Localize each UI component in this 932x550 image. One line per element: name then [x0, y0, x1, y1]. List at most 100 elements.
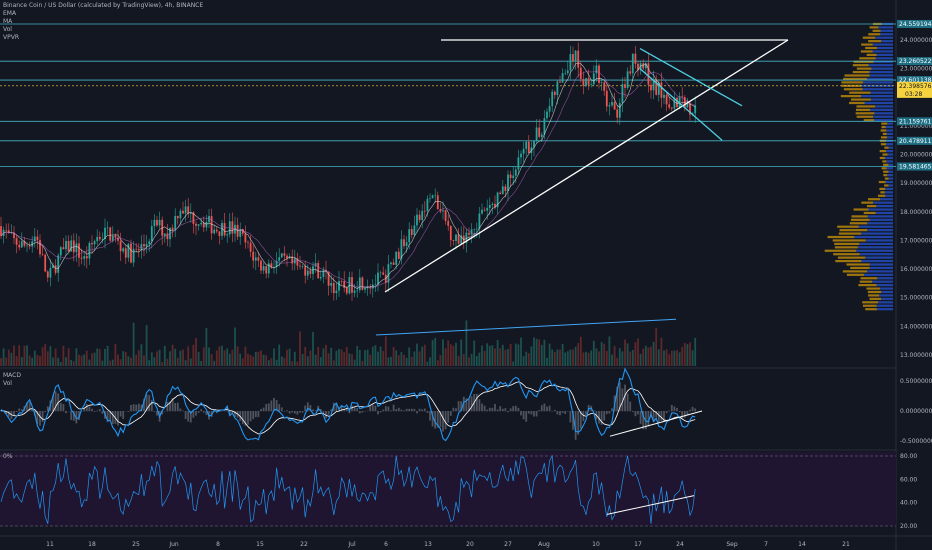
candle-body — [468, 232, 470, 235]
volume-bar — [228, 353, 231, 366]
macd-sub-label[interactable]: Vol — [3, 380, 12, 387]
volume-bar — [444, 348, 447, 366]
volume-bar — [5, 357, 8, 366]
time-tick-label: 20 — [466, 541, 474, 548]
indicator-ema[interactable]: EMA — [3, 10, 17, 17]
macd-histogram-bar — [247, 411, 249, 425]
price-axis[interactable]: 24.0000000 23.0000000 21.0000000 20.0000000… — [897, 19, 932, 530]
macd-histogram-bar — [486, 409, 489, 412]
vpvr-down-bar — [837, 256, 866, 259]
volume-bar — [288, 348, 291, 366]
vpvr-down-bar — [856, 67, 872, 70]
candle-body — [574, 50, 577, 62]
candle-body — [605, 90, 608, 107]
macd-histogram-bar — [171, 398, 174, 412]
macd-histogram-bar — [379, 411, 382, 413]
rsi-tick-label: 40.00 — [900, 500, 917, 507]
macd-histogram-bar — [408, 408, 411, 412]
volume-bar — [663, 350, 665, 366]
macd-histogram-bar — [631, 411, 634, 413]
volume-bar — [405, 357, 408, 366]
macd-histogram-bar — [647, 411, 650, 427]
indicator-vpvr[interactable]: VPVR — [3, 34, 19, 41]
candle-body — [400, 239, 403, 259]
macd-histogram-bar — [670, 404, 673, 412]
candle-body — [470, 229, 473, 235]
time-axis[interactable]: 11 18 25 Jun 8 15 22 Jul 6 13 20 27 Aug 10 17 24 Sep 7 14 2… — [46, 541, 850, 548]
macd-label[interactable]: MACD — [3, 372, 21, 379]
vpvr-up-bar — [861, 259, 893, 263]
volume-bar — [416, 343, 418, 366]
volume-bar — [158, 349, 161, 366]
candle-body — [176, 216, 179, 219]
volume-bar — [650, 346, 652, 366]
volume-bar — [239, 353, 242, 366]
volume-bar — [452, 345, 455, 366]
macd-histogram-bar — [413, 408, 416, 412]
time-tick-label: 22 — [300, 541, 308, 548]
volume-bar — [31, 357, 34, 366]
vpvr-down-bar — [856, 105, 876, 108]
candle-body — [592, 73, 595, 85]
volume-bar — [468, 357, 470, 366]
volume-bar — [223, 350, 226, 366]
trendlines[interactable] — [375, 39, 789, 336]
volume-bar — [234, 327, 236, 366]
volume-bar — [145, 325, 148, 366]
rsi-label[interactable]: 0% — [3, 453, 13, 460]
vpvr-up-bar — [884, 156, 893, 160]
volume-bar — [470, 353, 473, 366]
macd-histogram-bar — [418, 408, 421, 412]
volume-bar — [462, 353, 465, 366]
current-price-label: 22.3985763 — [899, 83, 932, 90]
vpvr-down-bar — [846, 263, 870, 266]
macd-histogram-bar — [676, 408, 678, 412]
macd-trendline — [609, 410, 703, 437]
candle-body — [413, 225, 416, 236]
candle-body — [525, 141, 528, 149]
macd-histogram-bar — [525, 411, 528, 422]
candle-body — [327, 271, 330, 286]
macd-histogram-bar — [390, 410, 392, 412]
candle-body — [639, 63, 642, 71]
volume-bar — [137, 350, 140, 366]
macd-histogram-bar — [569, 411, 572, 423]
indicator-ma[interactable]: MA — [3, 18, 13, 25]
volume-bar — [101, 360, 104, 366]
volume-bar — [377, 351, 379, 366]
macd-histogram-bar — [330, 409, 333, 412]
candle-body — [36, 236, 39, 240]
candle-body — [501, 186, 504, 195]
time-tick-label: 7 — [764, 541, 768, 548]
indicator-vol[interactable]: Vol — [3, 26, 12, 33]
vpvr-down-bar — [877, 194, 886, 197]
vpvr-down-bar — [880, 136, 888, 139]
volume-bar — [13, 345, 15, 366]
candle-body — [514, 169, 517, 176]
volume-bar — [660, 337, 663, 366]
vpvr-down-bar — [881, 122, 888, 125]
price-tick-label: 18.0000000 — [900, 209, 932, 216]
candle-body — [390, 262, 392, 265]
candle-body — [629, 71, 632, 74]
volume-trendline — [375, 318, 677, 336]
macd-histogram-bar — [600, 411, 603, 425]
volume-bar — [332, 360, 335, 366]
volume-bar — [314, 354, 317, 366]
vpvr-up-bar — [887, 136, 893, 139]
volume-bar — [447, 340, 450, 366]
macd-histogram-bar — [509, 408, 512, 412]
macd-histogram-bar — [135, 404, 138, 412]
vpvr-up-bar — [873, 60, 893, 63]
candle-body — [540, 134, 543, 137]
volume-bar — [85, 350, 88, 366]
macd-histogram-bar — [548, 405, 551, 412]
volume-bar — [587, 352, 590, 366]
vpvr-up-bar — [856, 249, 893, 252]
volume-bar — [621, 351, 624, 366]
volume-bar — [566, 351, 569, 366]
vpvr-up-bar — [875, 57, 893, 60]
macd-histogram-bar — [561, 411, 564, 413]
time-tick-label: 11 — [46, 541, 54, 548]
